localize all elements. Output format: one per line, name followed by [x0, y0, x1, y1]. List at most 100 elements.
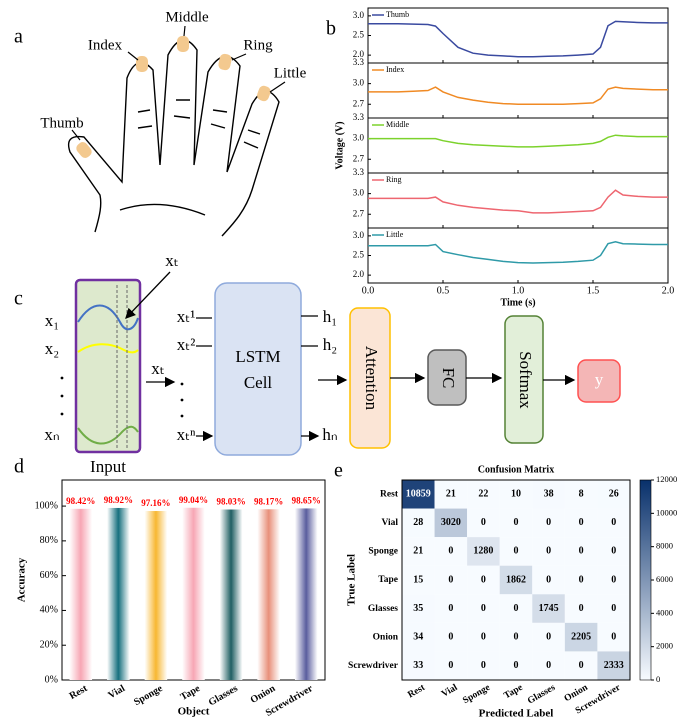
step-label: xₜ²: [177, 335, 196, 354]
plot-frame: [401, 479, 631, 681]
subplot-frame: [367, 172, 669, 229]
lstm-box: [214, 282, 302, 456]
y-tick-label: 3.3: [353, 112, 365, 122]
input-waves: [77, 304, 139, 445]
y-tick-label: 40%: [40, 605, 58, 616]
cell: [467, 480, 500, 509]
subplot-frame: [367, 7, 669, 64]
cell: [402, 651, 435, 680]
value-label: 98.17%: [254, 496, 283, 506]
y-tick-label: Tape: [378, 575, 398, 585]
panel-label: a: [14, 26, 23, 48]
cell: [597, 594, 630, 623]
signal-line: [368, 189, 668, 214]
cell-value: 21: [413, 546, 423, 557]
cell-value: 0: [481, 517, 486, 528]
y-tick-label: Vial: [381, 518, 398, 528]
hidden-label: h₂: [323, 335, 337, 354]
cell: [532, 565, 565, 595]
cell-value: 15: [413, 574, 423, 585]
y-tick-label: 3.0: [353, 133, 365, 143]
bar: [257, 509, 280, 680]
input-caption: Input: [90, 457, 126, 476]
cell: [597, 480, 630, 509]
cell-value: 0: [546, 631, 551, 642]
legend-label: Middle: [386, 120, 410, 129]
signal-line: [368, 134, 668, 148]
bar: [219, 509, 243, 680]
lstm-label: LSTM: [235, 347, 280, 366]
y-axis-label: Voltage (V): [334, 121, 345, 169]
cell-value: 0: [481, 603, 486, 614]
cell-value: 0: [579, 603, 584, 614]
cell: [564, 565, 598, 595]
arrow: [196, 317, 212, 436]
cell: [467, 594, 500, 623]
y-tick-label: 2.7: [353, 153, 365, 163]
cell-value: 0: [546, 660, 551, 671]
y-tick-label: 3.3: [353, 57, 365, 67]
input-label: xₙ: [44, 425, 59, 444]
cell: [467, 651, 500, 680]
softmax-label: Softmax: [516, 351, 535, 409]
colorbar-tick-label: 0: [656, 674, 660, 684]
cell-value: 0: [546, 517, 551, 528]
bar: [144, 511, 168, 680]
cell: [434, 651, 468, 680]
cell: [564, 651, 598, 680]
cell: [564, 480, 598, 509]
y-tick-label: 3.0: [353, 188, 365, 198]
colorbar-tick-label: 10000: [656, 507, 677, 517]
cell: [434, 508, 468, 538]
y-tick-label: Sponge: [368, 547, 398, 557]
cell: [532, 622, 565, 652]
cell-value: 2205: [571, 631, 591, 642]
cell-value: 21: [446, 489, 456, 500]
y-tick-label: 20%: [40, 640, 58, 651]
cell: [434, 565, 468, 595]
x-tick-label: 0.0: [362, 285, 375, 296]
colorbar-tick-label: 6000: [656, 574, 673, 584]
x-tick-label: Glasses: [207, 683, 240, 708]
cell-value: 38: [544, 489, 554, 500]
cell: [434, 537, 468, 566]
x-tick-label: Vial: [106, 683, 127, 701]
colorbar-tick-label: 12000: [656, 474, 677, 484]
y-tick-label: 80%: [40, 535, 58, 546]
x-tick-label: Vial: [440, 683, 460, 700]
chart-title: Confusion Matrix: [478, 464, 554, 475]
cell-value: 10859: [406, 489, 431, 500]
cell: [499, 594, 533, 623]
cell-value: 33: [413, 660, 423, 671]
y-tick-label: Glasses: [368, 604, 398, 614]
x-tick-label: Rest: [406, 682, 427, 700]
fc-label: FC: [439, 368, 458, 389]
x-tick-label: Tape: [503, 683, 525, 702]
cell: [532, 480, 565, 509]
cell: [467, 508, 500, 538]
cell: [597, 622, 630, 652]
cell-value: 0: [448, 631, 453, 642]
signal-line: [368, 241, 668, 264]
cell: [564, 594, 598, 623]
cell-value: 0: [448, 546, 453, 557]
cell: [434, 594, 468, 623]
finger-label: Middle: [165, 9, 209, 25]
arrow: [301, 315, 318, 436]
legend-label: Index: [386, 65, 404, 74]
subplot-frame: [367, 227, 669, 284]
x-tick-label: Sponge: [461, 683, 492, 706]
y-tick-label: 3.0: [353, 78, 365, 88]
cell-value: 1745: [539, 603, 559, 614]
bar: [294, 508, 318, 680]
value-label: 98.65%: [292, 495, 321, 505]
output-box: [577, 359, 621, 403]
value-label: 98.92%: [104, 495, 133, 505]
input-label: x₁: [45, 311, 59, 330]
cell-value: 0: [514, 517, 519, 528]
cell-value: 0: [579, 574, 584, 585]
cell-value: 8: [579, 489, 584, 500]
panel-label: b: [326, 18, 336, 40]
x-tick-label: 1.5: [587, 285, 600, 296]
